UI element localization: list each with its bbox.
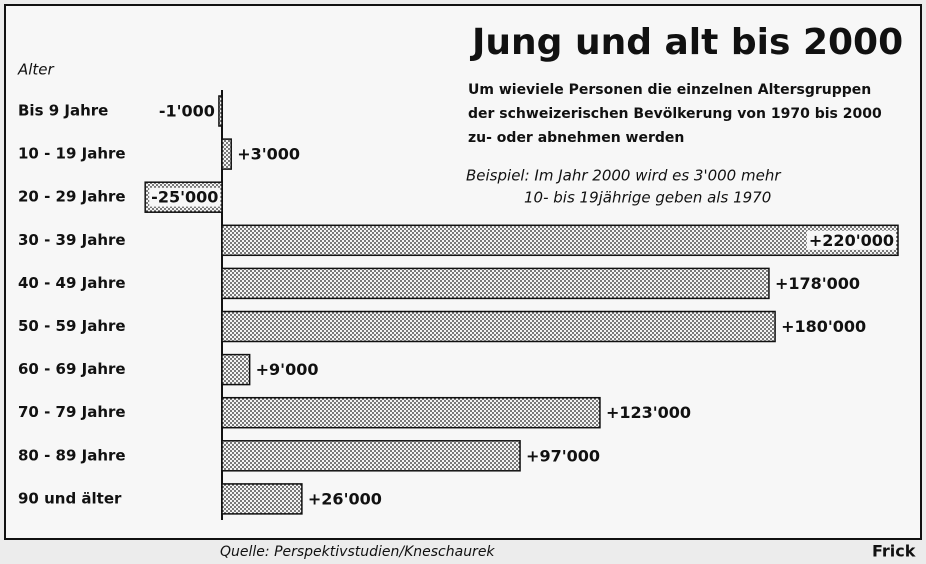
- bar: [222, 398, 600, 428]
- chart-title: Jung und alt bis 2000: [469, 22, 903, 63]
- y-tick-label: 90 und älter: [18, 489, 122, 507]
- bar: [222, 484, 302, 514]
- axis-label: Alter: [17, 61, 55, 79]
- bar: [222, 139, 231, 169]
- y-tick-label: 40 - 49 Jahre: [18, 274, 126, 292]
- annotation: 10- bis 19jährige geben als 1970: [524, 189, 771, 207]
- bar: [222, 441, 520, 471]
- chart: Jung und alt bis 2000 Um wieviele Person…: [0, 0, 926, 564]
- y-tick-label: 80 - 89 Jahre: [18, 446, 126, 464]
- value-label: +9'000: [256, 360, 319, 379]
- value-label: -1'000: [159, 102, 215, 121]
- bar: [222, 355, 250, 385]
- page: Jung und alt bis 2000 Um wieviele Person…: [0, 0, 926, 564]
- y-tick-label: 20 - 29 Jahre: [18, 188, 126, 206]
- value-label: +123'000: [606, 403, 691, 422]
- y-tick-label: 30 - 39 Jahre: [18, 231, 126, 249]
- value-label: -25'000: [151, 188, 218, 207]
- subtitle: Um wieviele Personen die einzelnen Alter…: [468, 82, 871, 98]
- y-tick-label: 70 - 79 Jahre: [18, 403, 126, 421]
- credit: Frick: [872, 542, 916, 561]
- y-tick-label: 60 - 69 Jahre: [18, 360, 126, 378]
- value-label: +220'000: [809, 231, 894, 250]
- subtitle: zu- oder abnehmen werden: [468, 130, 684, 146]
- source: Quelle: Perspektivstudien/Kneschaurek: [220, 544, 495, 560]
- y-tick-label: 50 - 59 Jahre: [18, 317, 126, 335]
- value-label: +178'000: [775, 274, 860, 293]
- bar: [222, 312, 775, 342]
- bar: [222, 225, 898, 255]
- value-label: +180'000: [781, 317, 866, 336]
- bar: [219, 96, 222, 126]
- bar: [222, 268, 769, 298]
- annotation: Beispiel: Im Jahr 2000 wird es 3'000 meh…: [466, 167, 781, 185]
- subtitle: der schweizerischen Bevölkerung von 1970…: [468, 106, 882, 122]
- y-tick-label: Bis 9 Jahre: [18, 102, 108, 120]
- value-label: +97'000: [526, 446, 600, 465]
- value-label: +3'000: [237, 145, 300, 164]
- value-label: +26'000: [308, 489, 382, 508]
- y-tick-label: 10 - 19 Jahre: [18, 145, 126, 163]
